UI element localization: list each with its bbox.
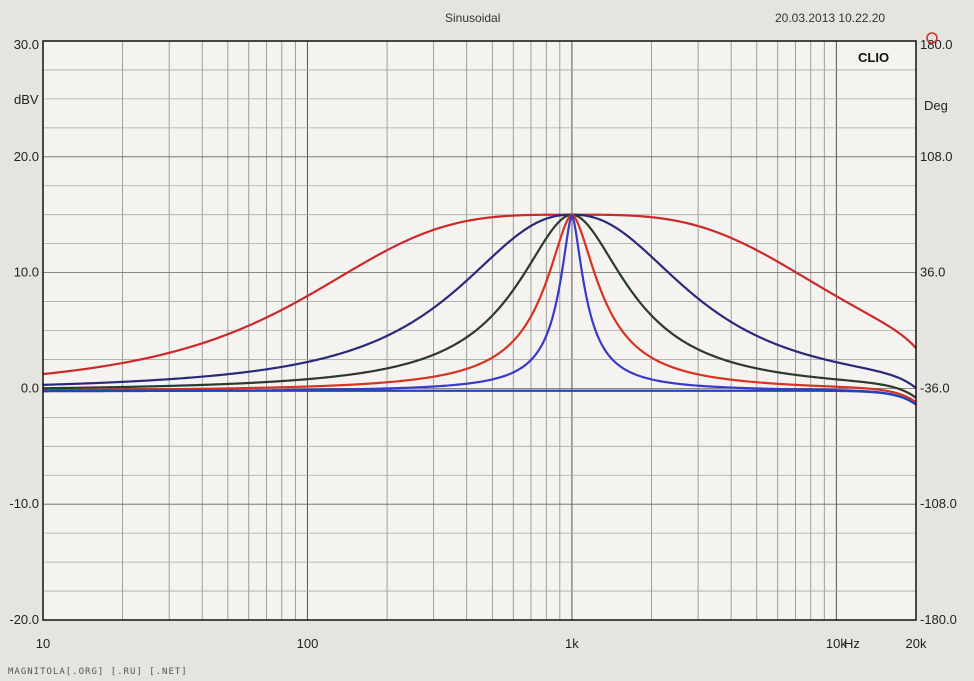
plot-frame <box>42 40 917 621</box>
response-curve-6 <box>43 389 917 406</box>
y-left-tick-label: -10.0 <box>9 496 39 511</box>
y-right-tick-label: -180.0 <box>920 612 957 627</box>
y-left-tick-label: 0.0 <box>21 380 39 395</box>
response-curve-1 <box>42 213 917 376</box>
watermark-text: MAGNITOLA[.ORG] [.RU] [.NET] <box>8 667 188 677</box>
y-right-tick-label: 36.0 <box>920 265 945 280</box>
right-axis-unit-label: Deg <box>924 98 948 113</box>
y-right-tick-label: -36.0 <box>920 380 950 395</box>
y-right-tick-label: 108.0 <box>920 149 953 164</box>
x-tick-label: 10 <box>36 636 50 651</box>
clio-brand-label: CLIO <box>858 50 889 65</box>
signal-type-label: Sinusoidal <box>445 11 500 25</box>
x-tick-label: 100 <box>297 636 319 651</box>
response-curve-4 <box>42 213 917 404</box>
timestamp-label: 20.03.2013 10.22.20 <box>775 11 885 25</box>
y-left-tick-label: -20.0 <box>9 612 39 627</box>
left-axis-unit-label: dBV <box>14 92 39 107</box>
grid-lines <box>42 40 917 621</box>
response-curve-3 <box>42 213 917 399</box>
x-axis-unit-label: Hz <box>844 636 860 651</box>
y-right-tick-label: -108.0 <box>920 496 957 511</box>
x-tick-label: 1k <box>565 636 579 651</box>
x-tick-label: 10k <box>826 636 847 651</box>
cursor-marker-icon[interactable] <box>926 32 938 44</box>
response-curve-2 <box>42 213 917 389</box>
x-tick-label: 20k <box>906 636 927 651</box>
curve-layer <box>42 213 917 406</box>
y-left-tick-label: 30.0 <box>14 37 39 52</box>
y-left-tick-label: 20.0 <box>14 149 39 164</box>
tick-labels: 10 100 1k 10k 20k30.020.010.00.0-10.0-20.018… <box>9 37 957 651</box>
y-left-tick-label: 10.0 <box>14 265 39 280</box>
